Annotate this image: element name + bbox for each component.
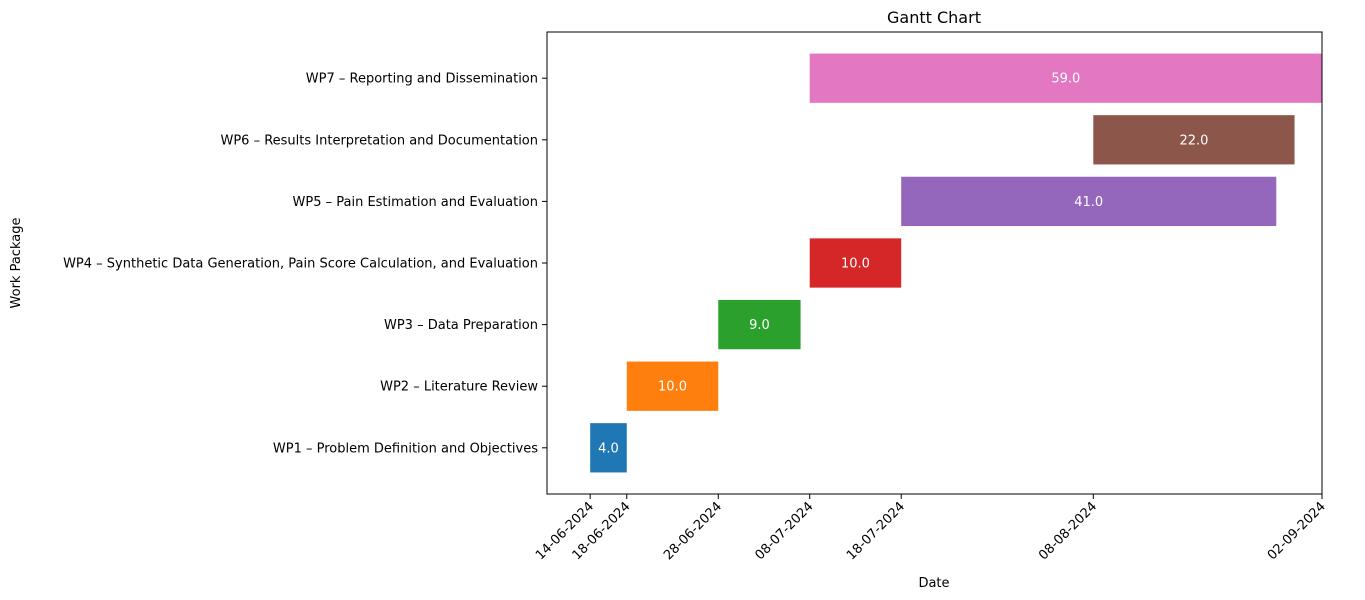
y-tick-label: WP6 – Results Interpretation and Documen… xyxy=(220,133,538,148)
y-tick-label: WP3 – Data Preparation xyxy=(384,318,538,333)
x-tick-label: 02-09-2024 xyxy=(1265,499,1329,563)
bar-duration-label: 41.0 xyxy=(1074,195,1103,210)
gantt-bar xyxy=(590,423,627,473)
x-tick-label: 08-07-2024 xyxy=(753,499,817,563)
x-tick-label: 18-07-2024 xyxy=(844,499,908,563)
x-tick-label: 08-08-2024 xyxy=(1036,499,1100,563)
x-axis-label: Date xyxy=(918,576,949,591)
y-tick-label: WP4 – Synthetic Data Generation, Pain Sc… xyxy=(63,257,538,272)
y-axis: WP1 – Problem Definition and Objectives W… xyxy=(63,72,547,456)
x-tick-label: 28-06-2024 xyxy=(661,499,725,563)
bar-labels-layer: 4.0 10.0 9.0 10.0 41.0 22.0 59.0 xyxy=(598,72,1208,457)
y-axis-label: Work Package xyxy=(9,218,24,309)
bars-layer xyxy=(590,53,1322,473)
bar-duration-label: 59.0 xyxy=(1051,72,1080,87)
chart-title: Gantt Chart xyxy=(887,8,981,27)
y-tick-label: WP5 – Pain Estimation and Evaluation xyxy=(293,195,538,210)
gantt-bar xyxy=(626,361,719,411)
gantt-bar xyxy=(901,176,1277,227)
y-tick-label: WP2 – Literature Review xyxy=(380,380,538,395)
y-tick-label: WP1 – Problem Definition and Objectives xyxy=(273,441,538,456)
bar-duration-label: 9.0 xyxy=(749,318,770,333)
bar-duration-label: 22.0 xyxy=(1179,133,1208,148)
gantt-bar xyxy=(809,238,902,288)
bar-duration-label: 10.0 xyxy=(841,257,870,272)
bar-duration-label: 10.0 xyxy=(658,380,687,395)
bar-duration-label: 4.0 xyxy=(598,441,619,456)
gantt-bar xyxy=(1093,115,1295,165)
gantt-bar xyxy=(809,53,1322,103)
y-tick-label: WP7 – Reporting and Dissemination xyxy=(306,72,538,87)
gantt-bar xyxy=(718,299,801,350)
